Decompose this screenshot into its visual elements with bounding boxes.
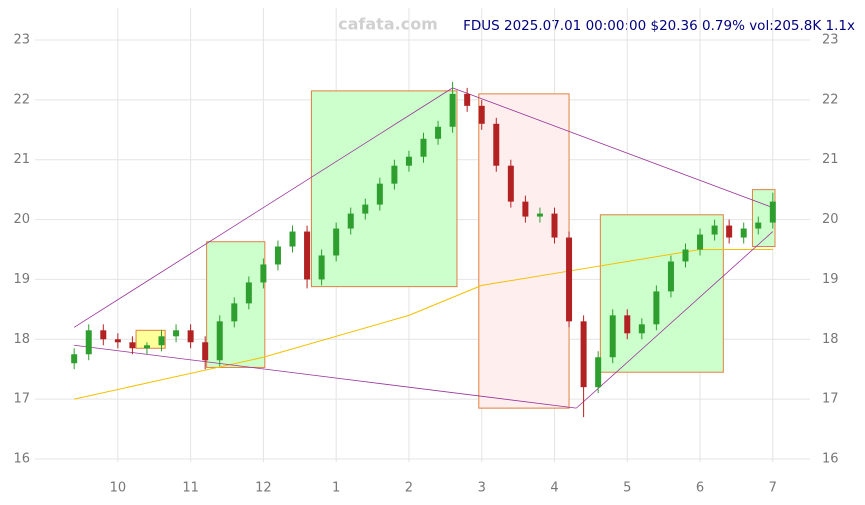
candle-body: [71, 354, 78, 364]
x-tick-label: 4: [550, 481, 558, 496]
y-tick-label: 20: [822, 212, 839, 227]
candle-body: [245, 282, 252, 304]
candle-body: [420, 138, 427, 157]
candle-body: [187, 330, 194, 343]
zone-box: [478, 93, 570, 409]
y-tick-label: 19: [13, 272, 30, 287]
candle-body: [740, 228, 747, 238]
candle-body: [624, 315, 631, 334]
candle-body: [769, 201, 776, 223]
x-tick-label: 12: [255, 481, 272, 496]
x-tick-label: 1: [332, 481, 340, 496]
zone-box: [599, 214, 724, 373]
trend-line: [73, 87, 453, 328]
y-tick-label: 22: [822, 92, 839, 107]
candle-body: [638, 324, 645, 334]
candle-body: [289, 231, 296, 247]
candle-body: [391, 165, 398, 184]
x-tick-label: 3: [478, 481, 486, 496]
y-tick-label: 22: [13, 92, 30, 107]
candle-body: [667, 261, 674, 292]
candle-body: [333, 228, 340, 256]
candle-body: [173, 330, 180, 337]
x-tick-label: 2: [405, 481, 413, 496]
candle-body: [143, 345, 150, 349]
candle-body: [129, 342, 136, 349]
y-tick-label: 20: [13, 212, 30, 227]
candle-body: [114, 339, 121, 343]
candle-body: [609, 315, 616, 358]
candle-body: [231, 303, 238, 322]
candle-body: [318, 255, 325, 280]
candle-body: [507, 165, 514, 202]
y-tick-label: 18: [822, 332, 839, 347]
y-tick-label: 16: [822, 452, 839, 467]
y-tick-label: 23: [822, 33, 839, 48]
candle-body: [653, 291, 660, 325]
candle-body: [493, 123, 500, 166]
y-tick-label: 17: [822, 392, 839, 407]
candle-body: [216, 321, 223, 361]
candle-body: [376, 183, 383, 205]
zone-box: [135, 329, 166, 349]
candle-body: [726, 225, 733, 238]
candle-body: [435, 126, 442, 139]
x-tick-label: 6: [696, 481, 704, 496]
x-tick-label: 5: [623, 481, 631, 496]
candle-body: [85, 330, 92, 355]
candle-body: [595, 357, 602, 388]
x-tick-label: 10: [110, 481, 127, 496]
candle-body: [304, 231, 311, 280]
candle-body: [274, 246, 281, 265]
trend-line: [576, 231, 774, 409]
candle-body: [449, 93, 456, 127]
zone-box: [310, 90, 458, 288]
y-tick-label: 18: [13, 332, 30, 347]
y-tick-label: 19: [822, 272, 839, 287]
candle-body: [711, 225, 718, 235]
candle-body: [362, 204, 369, 214]
y-tick-label: 16: [13, 452, 30, 467]
chart-title: FDUS 2025.07.01 00:00:00 $20.36 0.79% vo…: [463, 18, 855, 34]
trend-line: [452, 87, 773, 208]
candle-body: [464, 93, 471, 106]
candle-body: [347, 213, 354, 229]
y-tick-label: 23: [13, 33, 30, 48]
candle-body: [551, 213, 558, 238]
candle-body: [100, 330, 107, 340]
candle-body: [202, 342, 209, 361]
candle-body: [580, 321, 587, 388]
candle-body: [697, 234, 704, 250]
candle-body: [522, 201, 529, 217]
candle-body: [158, 336, 165, 346]
x-tick-label: 11: [182, 481, 199, 496]
candle-body: [478, 105, 485, 124]
y-tick-label: 17: [13, 392, 30, 407]
trend-line: [74, 344, 577, 409]
candle-body: [566, 237, 573, 322]
candle-body: [260, 264, 267, 283]
candle-body: [755, 222, 762, 229]
y-tick-label: 21: [13, 152, 30, 167]
candle-body: [536, 213, 543, 217]
x-tick-label: 7: [769, 481, 777, 496]
candle-body: [682, 249, 689, 262]
watermark: cafata.com: [338, 15, 438, 34]
y-tick-label: 21: [822, 152, 839, 167]
candle-body: [405, 156, 412, 166]
